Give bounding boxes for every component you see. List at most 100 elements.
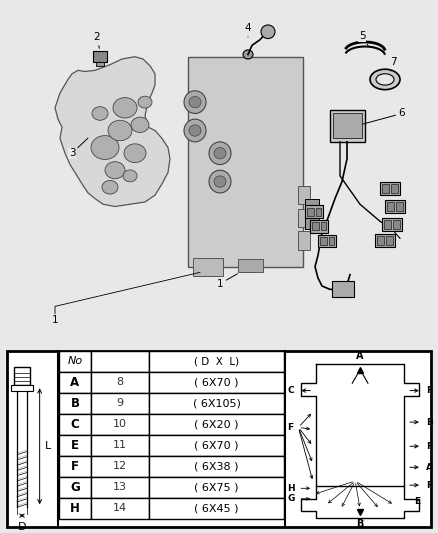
Bar	[377, 236, 384, 245]
Bar	[59, 456, 91, 477]
Text: F: F	[426, 386, 432, 395]
Text: ( 6X20 ): ( 6X20 )	[194, 419, 239, 429]
Text: A: A	[71, 376, 80, 389]
Bar	[307, 208, 314, 216]
Text: No: No	[67, 356, 82, 366]
Bar	[298, 231, 310, 249]
Ellipse shape	[108, 120, 132, 141]
Bar	[320, 237, 327, 245]
Polygon shape	[55, 56, 170, 206]
Text: 6: 6	[363, 109, 405, 124]
Bar	[149, 351, 284, 372]
Bar	[312, 222, 319, 230]
Bar	[93, 51, 107, 62]
Bar	[91, 372, 149, 393]
Text: E: E	[414, 497, 420, 506]
Bar	[298, 186, 310, 204]
Bar	[332, 281, 354, 297]
Ellipse shape	[214, 176, 226, 187]
Bar	[149, 372, 284, 393]
Bar	[59, 393, 91, 414]
Bar	[393, 220, 400, 229]
Bar	[91, 456, 149, 477]
Ellipse shape	[92, 107, 108, 120]
Bar	[382, 184, 389, 193]
Text: ( 6X45 ): ( 6X45 )	[194, 503, 239, 513]
Ellipse shape	[102, 181, 118, 194]
Ellipse shape	[91, 135, 119, 159]
Bar	[391, 184, 398, 193]
Ellipse shape	[189, 96, 201, 108]
Ellipse shape	[214, 148, 226, 159]
Bar	[91, 393, 149, 414]
Bar	[91, 498, 149, 519]
Text: D: D	[18, 522, 26, 532]
Bar	[149, 414, 284, 435]
Text: B: B	[357, 519, 364, 529]
Ellipse shape	[209, 142, 231, 165]
Text: 11: 11	[113, 440, 127, 450]
Bar	[238, 259, 263, 272]
Bar	[149, 477, 284, 498]
Text: C: C	[288, 386, 294, 395]
Bar	[298, 209, 310, 227]
Bar	[59, 477, 91, 498]
Text: H: H	[287, 484, 294, 493]
Text: B: B	[71, 397, 79, 410]
Ellipse shape	[209, 170, 231, 193]
Ellipse shape	[261, 25, 275, 38]
Bar	[149, 435, 284, 456]
Text: F: F	[71, 460, 79, 473]
Text: 7: 7	[390, 58, 396, 71]
Bar	[91, 414, 149, 435]
Bar	[318, 235, 336, 247]
Text: 10: 10	[113, 419, 127, 429]
Bar	[96, 62, 104, 66]
Bar	[59, 498, 91, 519]
Text: 12: 12	[113, 461, 127, 471]
Text: 3: 3	[69, 138, 88, 158]
Text: F: F	[426, 442, 432, 451]
Text: 2: 2	[94, 33, 100, 49]
Text: H: H	[70, 502, 80, 515]
Bar	[305, 218, 319, 229]
Ellipse shape	[131, 117, 149, 133]
Bar	[316, 208, 321, 216]
Text: B: B	[426, 418, 433, 426]
Ellipse shape	[105, 161, 125, 179]
Text: 1: 1	[52, 315, 58, 325]
Ellipse shape	[124, 144, 146, 163]
Bar	[305, 205, 323, 218]
Bar	[59, 414, 91, 435]
Bar	[333, 114, 362, 139]
Text: G: G	[287, 494, 294, 503]
Ellipse shape	[184, 119, 206, 142]
Text: 13: 13	[113, 482, 127, 492]
Ellipse shape	[243, 50, 253, 59]
Text: ( D  X  L): ( D X L)	[194, 356, 239, 366]
Text: A: A	[426, 463, 433, 472]
Text: 9: 9	[117, 398, 124, 408]
Ellipse shape	[138, 96, 152, 108]
Bar	[11, 385, 33, 391]
Bar	[305, 199, 319, 210]
Bar	[149, 498, 284, 519]
Bar	[380, 182, 400, 195]
Bar	[91, 435, 149, 456]
Text: F: F	[426, 481, 432, 490]
Bar	[149, 456, 284, 477]
Ellipse shape	[376, 74, 394, 85]
Bar	[321, 222, 326, 230]
Bar	[330, 110, 365, 142]
Ellipse shape	[370, 69, 400, 90]
Bar	[59, 351, 91, 372]
Bar	[310, 220, 328, 232]
Bar	[385, 200, 405, 213]
Text: 14: 14	[113, 503, 127, 513]
Bar	[386, 236, 393, 245]
Bar	[384, 220, 391, 229]
Text: G: G	[70, 481, 80, 494]
Text: ( 6X70 ): ( 6X70 )	[194, 377, 239, 387]
Ellipse shape	[113, 98, 137, 118]
Bar	[14, 367, 30, 385]
